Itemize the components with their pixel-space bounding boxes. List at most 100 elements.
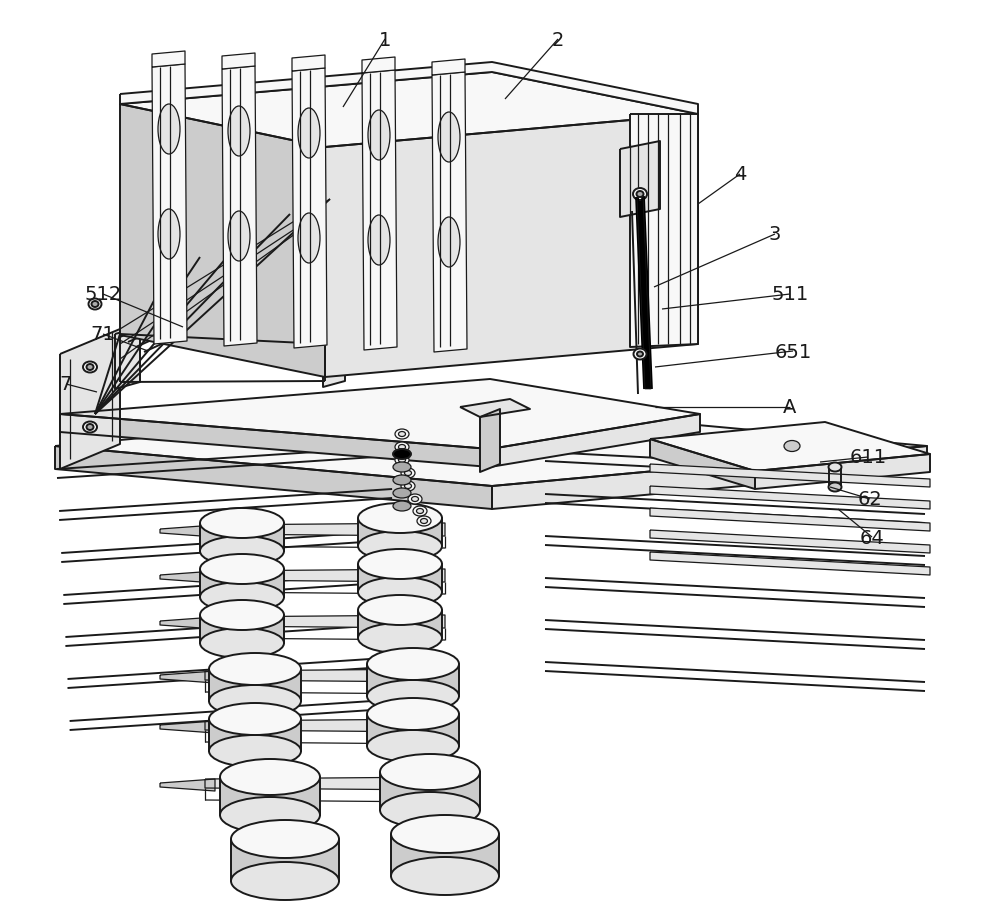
Polygon shape [620, 142, 660, 218]
Polygon shape [432, 60, 465, 76]
Polygon shape [325, 115, 698, 377]
Ellipse shape [417, 517, 431, 526]
Ellipse shape [358, 623, 442, 653]
Polygon shape [115, 328, 140, 389]
Ellipse shape [438, 218, 460, 267]
Polygon shape [160, 671, 215, 684]
Ellipse shape [200, 582, 284, 612]
Ellipse shape [367, 698, 459, 731]
Ellipse shape [368, 216, 390, 265]
Ellipse shape [298, 214, 320, 264]
Text: 64: 64 [860, 528, 884, 547]
Polygon shape [650, 487, 930, 509]
Polygon shape [650, 423, 930, 471]
Ellipse shape [231, 820, 339, 858]
Text: 511: 511 [771, 285, 809, 304]
Ellipse shape [393, 476, 411, 486]
Polygon shape [160, 526, 215, 537]
Polygon shape [152, 52, 185, 68]
Polygon shape [480, 410, 500, 472]
Polygon shape [292, 69, 327, 349]
Ellipse shape [412, 497, 419, 502]
Polygon shape [358, 518, 442, 546]
Polygon shape [650, 464, 930, 488]
Polygon shape [55, 446, 492, 509]
Polygon shape [630, 115, 698, 348]
Ellipse shape [87, 365, 94, 370]
Polygon shape [358, 610, 442, 638]
Ellipse shape [358, 504, 442, 534]
Polygon shape [358, 564, 442, 592]
Polygon shape [367, 714, 459, 746]
Ellipse shape [421, 519, 428, 524]
Ellipse shape [399, 432, 406, 437]
Polygon shape [650, 553, 930, 575]
Ellipse shape [401, 481, 415, 491]
Polygon shape [637, 197, 651, 389]
Polygon shape [362, 71, 397, 350]
Polygon shape [205, 570, 445, 582]
Ellipse shape [399, 458, 406, 463]
Ellipse shape [393, 462, 411, 472]
Ellipse shape [358, 549, 442, 580]
Text: 71: 71 [91, 325, 115, 344]
Polygon shape [205, 524, 445, 536]
Ellipse shape [231, 862, 339, 900]
Ellipse shape [228, 212, 250, 262]
Ellipse shape [83, 362, 97, 373]
Ellipse shape [200, 508, 284, 538]
Polygon shape [200, 524, 284, 552]
Polygon shape [160, 721, 215, 733]
Ellipse shape [358, 595, 442, 625]
Ellipse shape [200, 600, 284, 630]
Ellipse shape [401, 469, 415, 479]
Ellipse shape [828, 463, 842, 472]
Ellipse shape [209, 735, 301, 768]
Ellipse shape [413, 507, 427, 517]
Polygon shape [367, 665, 459, 696]
Polygon shape [160, 572, 215, 583]
Polygon shape [490, 414, 700, 468]
Polygon shape [391, 834, 499, 876]
Polygon shape [492, 446, 927, 509]
Text: A: A [783, 398, 797, 417]
Ellipse shape [633, 189, 647, 200]
Polygon shape [231, 839, 339, 881]
Ellipse shape [220, 797, 320, 833]
Polygon shape [650, 508, 930, 531]
Ellipse shape [159, 265, 172, 275]
Ellipse shape [395, 430, 409, 440]
Polygon shape [205, 669, 445, 683]
Polygon shape [209, 719, 301, 751]
Text: 62: 62 [858, 490, 882, 509]
Polygon shape [292, 56, 325, 72]
Text: 1: 1 [379, 31, 391, 50]
Ellipse shape [391, 857, 499, 895]
Polygon shape [460, 399, 530, 417]
Polygon shape [432, 73, 467, 352]
Ellipse shape [83, 422, 97, 433]
Polygon shape [323, 341, 345, 387]
Polygon shape [60, 414, 490, 468]
Text: 3: 3 [769, 225, 781, 244]
Polygon shape [755, 454, 930, 489]
Ellipse shape [828, 483, 842, 492]
Ellipse shape [87, 424, 94, 431]
Ellipse shape [380, 792, 480, 828]
Ellipse shape [417, 509, 424, 514]
Ellipse shape [228, 107, 250, 157]
Text: 7: 7 [60, 375, 72, 394]
Polygon shape [200, 570, 284, 598]
Polygon shape [209, 669, 301, 702]
Ellipse shape [405, 471, 412, 476]
Ellipse shape [393, 450, 411, 460]
Ellipse shape [358, 531, 442, 562]
Ellipse shape [162, 266, 169, 273]
Polygon shape [120, 105, 325, 377]
Polygon shape [380, 772, 480, 810]
Ellipse shape [209, 653, 301, 685]
Ellipse shape [358, 577, 442, 608]
Polygon shape [120, 63, 698, 115]
Text: 611: 611 [849, 448, 887, 467]
Polygon shape [362, 58, 395, 74]
